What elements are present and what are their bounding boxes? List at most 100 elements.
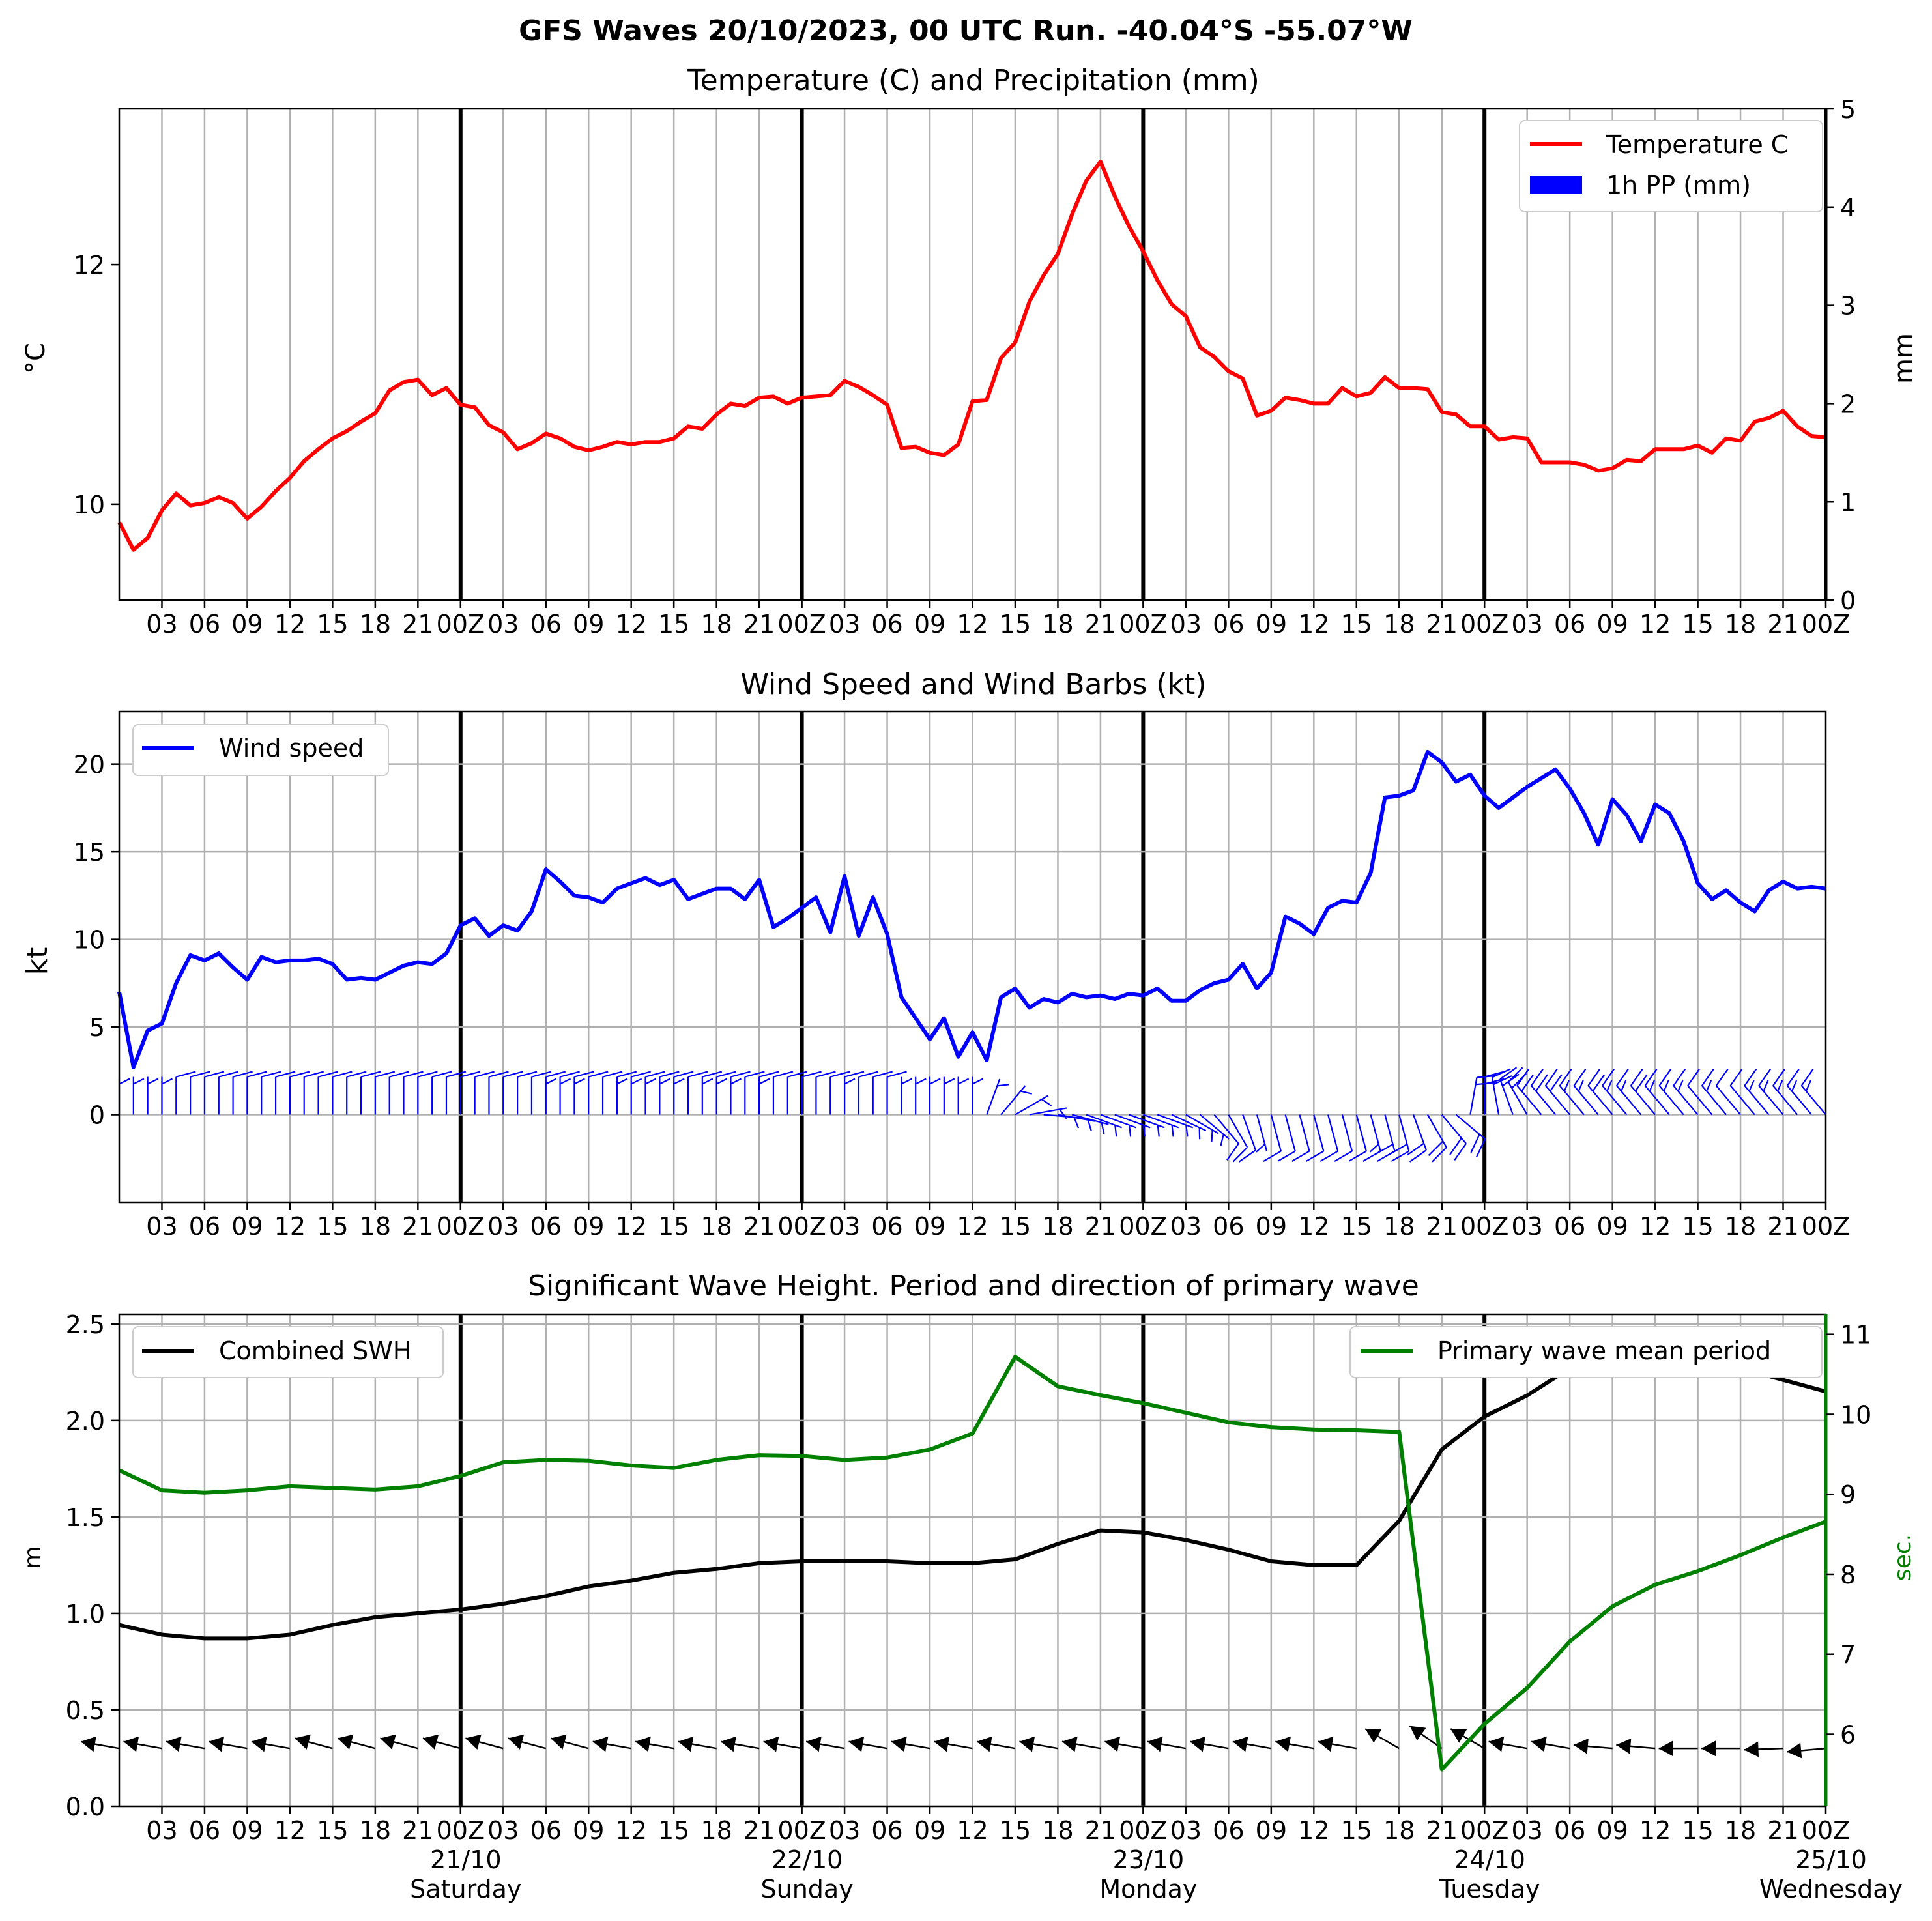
wind-barb — [1744, 1069, 1770, 1116]
wave-arrow-head — [635, 1736, 651, 1752]
wind-barb — [701, 1071, 723, 1115]
wind-barb-feather — [829, 1071, 850, 1078]
x-tick-label: 09 — [573, 1212, 604, 1241]
wind-barb-feather — [418, 1071, 438, 1078]
wind-barb-feather — [801, 1071, 822, 1078]
wind-barb-staff — [1100, 1114, 1136, 1129]
wind-barb — [1701, 1069, 1727, 1116]
wave-arrow-head — [1616, 1738, 1632, 1754]
wind-barb — [1129, 1114, 1165, 1137]
temperature-series — [117, 159, 1826, 552]
y2-tick-label: 1 — [1840, 488, 1856, 517]
wind-barb-feather — [972, 1078, 983, 1085]
wind-barb — [744, 1071, 765, 1115]
x-tick-label: 21 — [1085, 1816, 1116, 1845]
wave-arrow-head — [1531, 1736, 1547, 1752]
wind-barb-feather — [1592, 1074, 1606, 1092]
y-tick-label: 12 — [74, 251, 105, 280]
x-tick-label: 12 — [274, 1212, 306, 1241]
wind-barb-feather — [1375, 1143, 1394, 1155]
wave-direction-arrow — [1744, 1741, 1783, 1757]
legend-swh-label: Combined SWH — [219, 1336, 411, 1365]
wind-barb — [1015, 1095, 1052, 1116]
wind-barb-feather — [1087, 1119, 1092, 1132]
wind-barb — [1455, 1114, 1486, 1158]
wind-barb-feather — [1644, 1069, 1658, 1086]
wind-barb-feather — [1391, 1150, 1409, 1163]
wind-barb-feather — [1772, 1069, 1785, 1086]
wind-barb — [1573, 1069, 1599, 1116]
wave-direction-arrow — [1019, 1736, 1058, 1752]
wind-barb-feather — [1499, 1067, 1518, 1080]
legend-precipitation-swatch — [1530, 176, 1582, 194]
wind-barb-feather — [1673, 1069, 1686, 1086]
x-tick-label: 00Z — [1119, 1212, 1167, 1241]
x-tick-label: 03 — [1170, 610, 1202, 639]
wind-barb — [588, 1071, 609, 1115]
wind-barb-feather — [673, 1078, 685, 1085]
wind-barb — [374, 1071, 396, 1115]
x-tick-label: 06 — [871, 610, 902, 639]
x-tick-label: 00Z — [437, 1212, 485, 1241]
temperature-panel: Temperature (C) and Precipitation (mm) 0… — [21, 64, 1919, 639]
x-tick-label: 15 — [1000, 610, 1031, 639]
wind-barb — [644, 1071, 665, 1115]
wind-barb-feather — [1493, 1075, 1512, 1086]
wave-arrow-head — [1019, 1736, 1035, 1752]
x-tick-label: 12 — [1639, 610, 1671, 639]
wave-direction-arrow — [1616, 1738, 1656, 1754]
x-tick-label: 06 — [871, 1816, 902, 1845]
x-tick-label: 12 — [1298, 1212, 1329, 1241]
wind-barb — [203, 1071, 225, 1115]
y-tick-label: 0.0 — [66, 1793, 105, 1821]
y-tick-label: 1.0 — [66, 1600, 105, 1628]
wind-barb-feather — [1550, 1074, 1563, 1092]
wind-barb-feather — [844, 1078, 856, 1085]
wind-barb-staff — [1071, 1114, 1109, 1125]
wind-barb-feather — [1114, 1125, 1117, 1137]
wave-axes: 03 06 09 12 15 18 21 00Z 03 06 09 12 15 18 21 00Z 03 06 09… — [66, 1310, 1903, 1903]
wind-barb-staff — [1384, 1114, 1396, 1151]
wind-barb-feather — [1715, 1069, 1729, 1086]
wave-direction-arrow — [465, 1734, 504, 1750]
wind-barb-feather — [997, 1084, 1009, 1087]
y2-tick-label: 10 — [1840, 1400, 1871, 1429]
wind-barb-feather — [1073, 1117, 1080, 1129]
wind-barb-feather — [261, 1071, 281, 1078]
wind-barb-feather — [616, 1071, 637, 1078]
x-tick-label: 18 — [1042, 1816, 1073, 1845]
wind-barb — [417, 1071, 438, 1115]
x-tick-label: 18 — [1383, 1816, 1415, 1845]
wind-barb — [289, 1071, 310, 1115]
wind-barb-feather — [474, 1071, 495, 1078]
wind-barb-staff — [1029, 1107, 1067, 1116]
wind-barb-staff — [1185, 1114, 1219, 1134]
x-tick-label: 09 — [573, 1816, 604, 1845]
temperature-legend-box — [1519, 120, 1823, 212]
wind-barb — [459, 1071, 481, 1115]
x-tick-label: 21 — [743, 610, 775, 639]
wind-barb — [1086, 1114, 1122, 1137]
wind-barb — [886, 1071, 907, 1115]
wind-axes: 03 06 09 12 15 18 21 00Z 03 06 09 12 15 18 21 00Z 03 06 09… — [74, 710, 1850, 1241]
wind-barb — [1000, 1085, 1033, 1116]
x-tick-label: 06 — [530, 1212, 562, 1241]
wave-arrow-head — [1147, 1736, 1163, 1752]
wind-barb-staff — [1171, 1114, 1207, 1132]
x-tick-label: 12 — [274, 1816, 306, 1845]
x-tick-label: 03 — [1511, 1212, 1542, 1241]
wave-direction-arrow — [848, 1736, 887, 1752]
wave-direction-arrow — [422, 1734, 461, 1750]
x-tick-label: 18 — [1725, 1212, 1756, 1241]
wind-barb — [929, 1076, 941, 1115]
wave-arrow-head — [295, 1734, 311, 1750]
wave-direction-arrow — [1318, 1736, 1357, 1752]
wave-direction-arrow — [763, 1736, 802, 1752]
wind-barb-feather — [787, 1071, 808, 1078]
wind-barb — [1644, 1069, 1670, 1116]
x-tick-label: 18 — [360, 1212, 391, 1241]
wind-barb-feather — [588, 1071, 609, 1078]
wind-barb-feather — [1470, 1134, 1480, 1153]
wind-barb-staff — [1242, 1114, 1257, 1151]
